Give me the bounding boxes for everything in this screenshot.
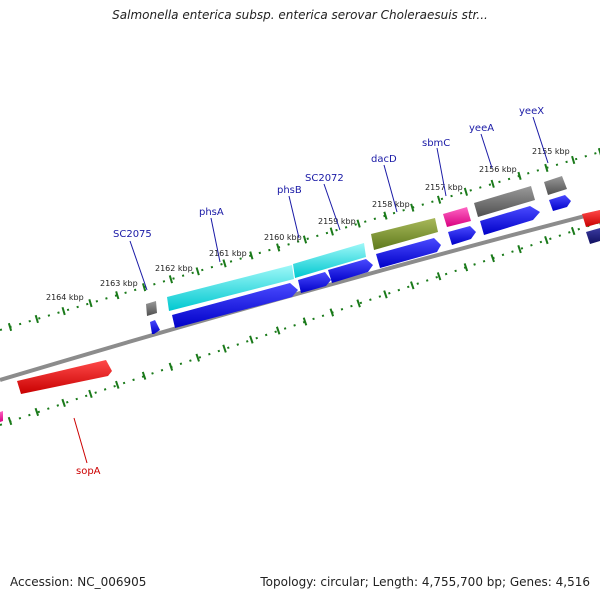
- gene-dacd[interactable]: [371, 218, 438, 250]
- gene-pink-left[interactable]: [0, 411, 3, 422]
- gene-arrow[interactable]: [549, 195, 571, 211]
- major-tick: [436, 195, 442, 204]
- gene-arrow[interactable]: [586, 228, 600, 244]
- major-tick: [302, 317, 308, 326]
- gene-label-sopa[interactable]: sopA: [76, 466, 101, 477]
- major-tick: [329, 227, 334, 236]
- major-tick: [34, 407, 40, 417]
- major-tick: [7, 322, 13, 332]
- major-tick: [168, 362, 174, 371]
- gene-red-right[interactable]: [582, 210, 600, 227]
- gene-arrow[interactable]: [150, 320, 160, 334]
- major-tick: [61, 398, 66, 408]
- gene-label-sc2075[interactable]: SC2075: [113, 229, 152, 240]
- gene-sbmc[interactable]: [443, 207, 471, 227]
- tick-label: 2163 kbp: [100, 279, 138, 288]
- gene-label-yeea[interactable]: yeeA: [469, 123, 494, 134]
- accession-text: Accession: NC_006905: [10, 575, 147, 589]
- gene-arrow[interactable]: [448, 226, 476, 245]
- major-tick: [195, 267, 200, 276]
- major-tick: [302, 235, 308, 244]
- reverse-strand-genes: [150, 195, 600, 334]
- upper-tick-ring: [0, 151, 600, 331]
- gene-label-phsb[interactable]: phsB: [277, 185, 302, 196]
- gene-yeex[interactable]: [544, 176, 567, 195]
- upper-major-ticks: [7, 147, 600, 332]
- major-tick: [61, 306, 66, 316]
- major-tick: [222, 259, 227, 268]
- major-tick: [275, 326, 281, 335]
- genome-title: Salmonella enterica subsp. enterica sero…: [112, 8, 488, 22]
- major-tick: [356, 219, 361, 228]
- major-tick: [141, 283, 147, 292]
- gene-phsa[interactable]: [167, 265, 294, 311]
- gene-arrow[interactable]: [376, 238, 441, 268]
- major-tick: [276, 243, 281, 252]
- topology-text: Topology: circular; Length: 4,755,700 bp…: [260, 575, 590, 589]
- gene-label-dacd[interactable]: dacD: [371, 154, 397, 165]
- major-tick: [222, 344, 227, 353]
- major-tick: [356, 299, 361, 308]
- major-tick: [34, 314, 39, 324]
- gene-label-yeex[interactable]: yeeX: [519, 106, 544, 117]
- major-tick: [410, 203, 415, 212]
- genome-backbone: [0, 210, 600, 382]
- label-leaders: [73, 116, 549, 464]
- gene-label-sbmc[interactable]: sbmC: [422, 138, 450, 149]
- major-tick: [517, 171, 522, 180]
- major-tick: [249, 335, 254, 344]
- major-tick: [597, 147, 600, 156]
- major-tick: [544, 235, 549, 245]
- tick-label: 2155 kbp: [532, 147, 570, 156]
- major-tick: [115, 291, 120, 300]
- gene-yeea[interactable]: [474, 186, 535, 217]
- gene-arrow[interactable]: [328, 259, 373, 283]
- major-tick: [7, 416, 13, 426]
- gene-arrow[interactable]: [298, 272, 331, 293]
- tick-label: 2157 kbp: [425, 183, 463, 192]
- gene-labels: yeeX yeeA sbmC dacD SC2072 phsB phsA SC2…: [76, 106, 544, 477]
- tick-label: 2164 kbp: [46, 293, 84, 302]
- major-tick: [490, 254, 495, 263]
- tick-label: 2160 kbp: [264, 233, 302, 242]
- gene-arrow[interactable]: [480, 206, 540, 235]
- lower-major-ticks: [7, 217, 600, 426]
- gene-sc2075[interactable]: [146, 301, 157, 316]
- forward-strand-genes: [146, 176, 567, 316]
- gene-label-phsa[interactable]: phsA: [199, 207, 224, 218]
- tick-label: 2156 kbp: [479, 165, 517, 174]
- major-tick: [249, 251, 254, 260]
- major-tick: [490, 179, 495, 188]
- red-genes: [0, 210, 600, 422]
- tick-label: 2158 kbp: [372, 200, 410, 209]
- major-tick: [517, 245, 522, 254]
- major-tick: [463, 187, 469, 196]
- major-tick: [383, 211, 388, 220]
- major-tick: [141, 371, 147, 380]
- major-tick: [88, 389, 93, 398]
- major-tick: [463, 263, 469, 272]
- major-tick: [570, 226, 576, 236]
- major-tick: [88, 299, 93, 308]
- major-tick: [195, 353, 200, 362]
- major-tick: [115, 380, 120, 389]
- gene-arrow[interactable]: [172, 283, 298, 328]
- major-tick: [571, 155, 576, 165]
- tick-label: 2161 kbp: [209, 249, 247, 258]
- gene-label-sc2072[interactable]: SC2072: [305, 173, 344, 184]
- major-tick: [383, 290, 388, 299]
- major-tick: [436, 272, 442, 281]
- major-tick: [410, 281, 415, 290]
- tick-label: 2162 kbp: [155, 264, 193, 273]
- major-tick: [329, 308, 335, 317]
- gene-phsb[interactable]: [293, 243, 366, 278]
- major-tick: [168, 275, 174, 284]
- gene-sopa[interactable]: [17, 360, 112, 394]
- major-tick: [544, 163, 549, 173]
